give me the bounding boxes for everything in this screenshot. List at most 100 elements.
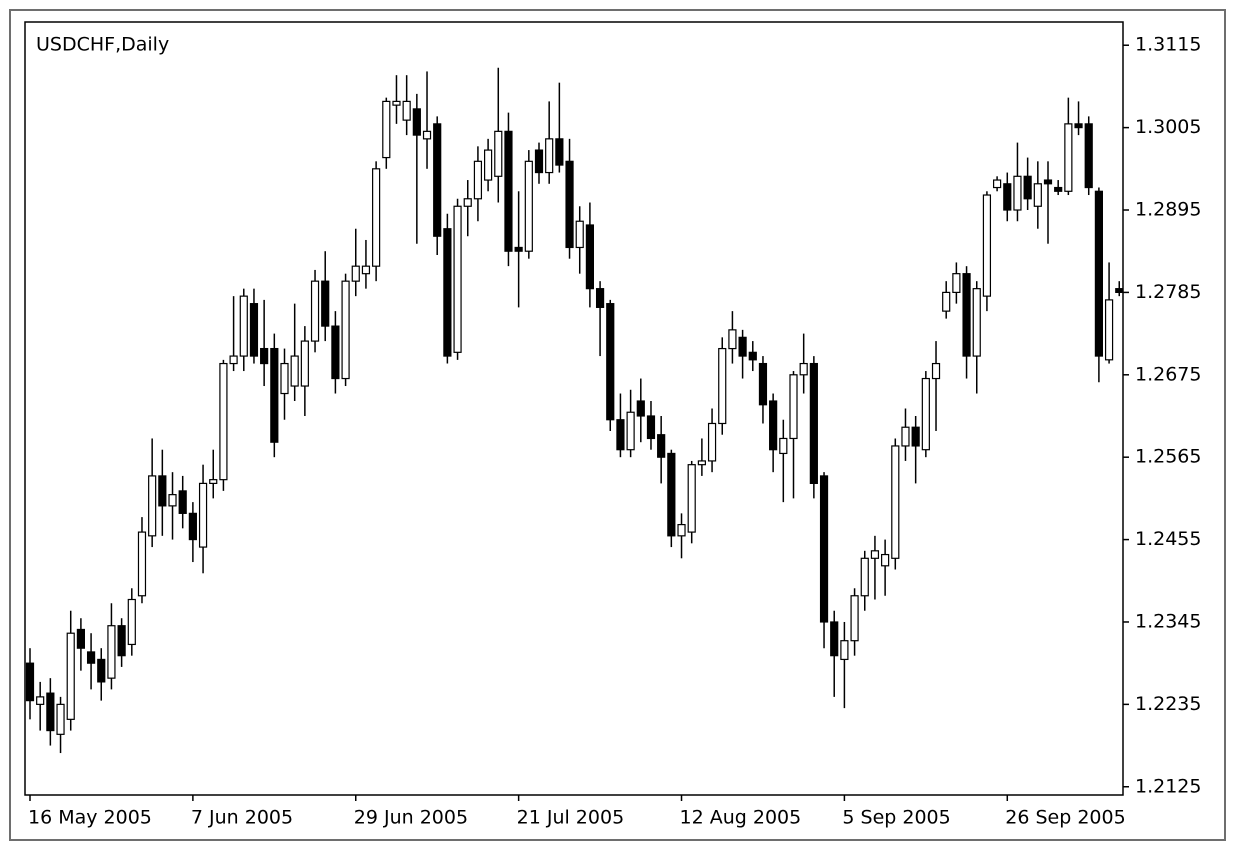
candle-body xyxy=(728,329,737,350)
y-tick-label: 1.2785 xyxy=(1135,281,1201,303)
candle-body xyxy=(1064,123,1073,192)
x-tick-label: 26 Sep 2005 xyxy=(1005,807,1125,829)
candle-body xyxy=(616,419,625,451)
candle-body xyxy=(860,557,869,597)
candle-body xyxy=(514,246,523,252)
candle-body xyxy=(952,273,961,294)
candle-body xyxy=(1023,175,1032,200)
candle-body xyxy=(1094,190,1104,357)
candle-body xyxy=(962,273,971,357)
candle-body xyxy=(850,595,859,642)
candle-body xyxy=(565,160,574,249)
candle-body xyxy=(158,475,167,507)
y-tick-label: 1.2565 xyxy=(1135,446,1201,468)
candle-body xyxy=(911,426,920,447)
y-tick-label: 1.2675 xyxy=(1135,363,1201,385)
candle-body xyxy=(982,194,992,297)
candle-body xyxy=(290,355,299,387)
x-tick-label: 12 Aug 2005 xyxy=(680,807,802,829)
candle-body xyxy=(117,625,126,657)
candle-body xyxy=(341,280,350,380)
candle-body xyxy=(799,362,808,376)
candle-body xyxy=(789,374,798,440)
candle-body xyxy=(748,351,757,361)
candle-body xyxy=(636,400,645,417)
candle-body xyxy=(697,460,706,466)
candle-body xyxy=(992,179,1002,189)
candle-body xyxy=(76,628,86,649)
candle-body xyxy=(148,475,157,537)
candle-body xyxy=(178,490,187,514)
candle-body xyxy=(351,265,360,282)
candle-body xyxy=(453,205,462,353)
candle-body xyxy=(168,494,177,507)
candle-body xyxy=(870,550,880,559)
candle-body xyxy=(626,411,635,451)
candle-body xyxy=(809,362,818,485)
candle-body xyxy=(972,288,981,357)
candle-body xyxy=(575,220,584,249)
candle-body xyxy=(198,482,208,548)
x-tick-label: 29 Jun 2005 xyxy=(354,807,468,829)
candle-body xyxy=(66,632,75,720)
candle-body xyxy=(1013,175,1022,211)
candle-body xyxy=(504,130,513,252)
candle-body xyxy=(239,295,248,357)
candle-body xyxy=(534,149,544,174)
candle-body xyxy=(402,100,411,121)
candle-body xyxy=(840,640,849,661)
candle-body xyxy=(585,224,595,290)
candle-body xyxy=(443,228,452,357)
candle-body xyxy=(555,138,564,166)
candle-body xyxy=(524,160,533,252)
candle-body xyxy=(484,149,493,181)
candle-body xyxy=(382,100,391,159)
candle-body xyxy=(1115,288,1124,294)
candle-body xyxy=(137,531,147,597)
plot-area xyxy=(24,21,1124,796)
candle-body xyxy=(545,138,554,174)
candle-body xyxy=(921,377,930,451)
candle-body xyxy=(942,291,951,312)
y-tick-label: 1.2345 xyxy=(1135,610,1201,632)
candle-body xyxy=(707,422,717,462)
candle-body xyxy=(463,198,472,207)
candle-body xyxy=(433,123,442,237)
candle-body xyxy=(372,168,381,267)
y-tick-label: 1.3005 xyxy=(1135,116,1201,138)
candle-body xyxy=(769,400,778,451)
candle-body xyxy=(280,362,289,395)
x-tick-label: 21 Jul 2005 xyxy=(517,807,625,829)
candle-body xyxy=(830,621,839,657)
x-tick-label: 16 May 2005 xyxy=(28,807,152,829)
candle-body xyxy=(881,553,890,567)
y-tick-label: 1.2235 xyxy=(1135,693,1201,715)
candle-body xyxy=(25,662,35,702)
candle-body xyxy=(310,280,320,342)
candle-body xyxy=(127,598,136,646)
candle-body xyxy=(86,651,96,664)
candle-body xyxy=(901,426,910,447)
candle-body xyxy=(1003,183,1012,211)
candle-body xyxy=(46,692,55,732)
candle-body xyxy=(36,696,45,705)
candle-body xyxy=(188,512,197,541)
candle-body xyxy=(249,303,259,357)
candle-body xyxy=(718,347,727,425)
candle-body xyxy=(361,265,371,275)
candle-body xyxy=(931,362,941,380)
y-tick-label: 1.2455 xyxy=(1135,528,1201,550)
candle-body xyxy=(1084,123,1093,189)
candle-body xyxy=(473,160,483,200)
candle-body xyxy=(1043,179,1053,185)
candle-body xyxy=(229,355,238,365)
candle-body xyxy=(1104,299,1114,361)
candle-body xyxy=(758,362,768,406)
candle-body xyxy=(646,415,656,440)
candle-body xyxy=(779,437,788,455)
candle-body xyxy=(667,452,676,537)
candle-body xyxy=(56,703,65,735)
chart-title: USDCHF,Daily xyxy=(36,34,169,56)
